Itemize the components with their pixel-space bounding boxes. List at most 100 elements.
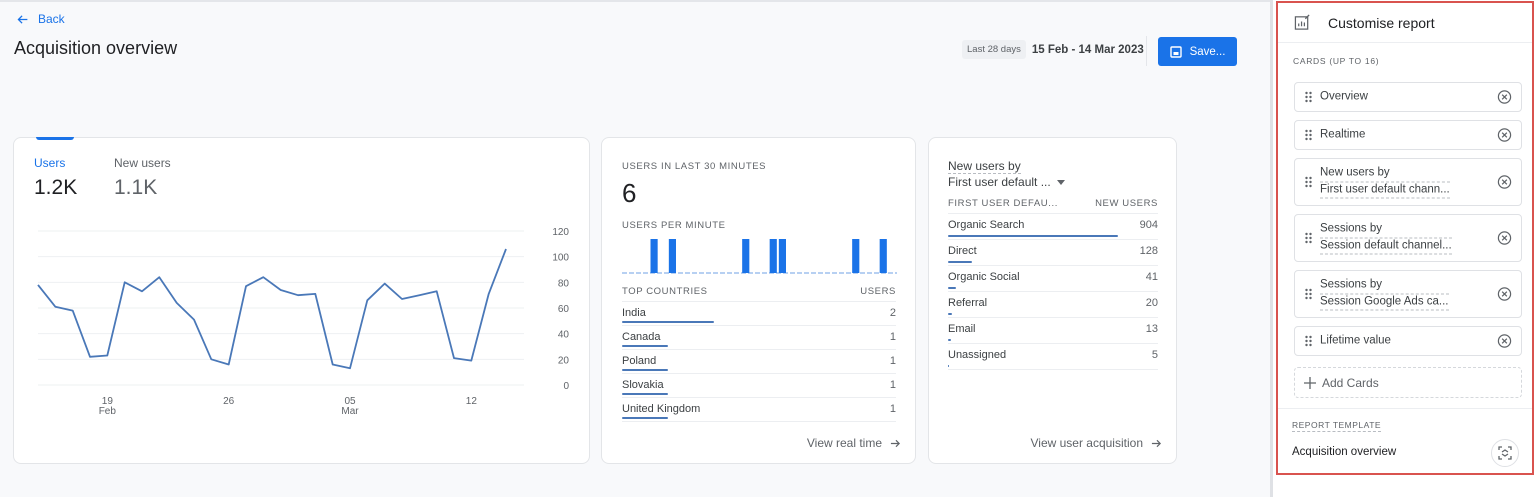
metric-value: 1.1K <box>114 176 158 199</box>
card-label: Lifetime value <box>1320 333 1391 349</box>
card-label-line2: Session default channel... <box>1320 238 1452 255</box>
card-label: Overview <box>1320 89 1368 105</box>
drag-handle-icon[interactable] <box>1305 129 1312 141</box>
card-label-line1: Sessions by <box>1320 278 1449 294</box>
realtime-title: USERS IN LAST 30 MINUTES <box>622 161 767 172</box>
report-card-item[interactable]: Overview <box>1294 82 1522 112</box>
remove-card-icon[interactable] <box>1497 128 1512 143</box>
svg-text:120: 120 <box>552 227 569 238</box>
report-card-item[interactable]: Sessions by Session Google Ads ca... <box>1294 270 1522 318</box>
metric-value: 1.2K <box>34 176 78 199</box>
card-title: New users by <box>948 159 1021 174</box>
table-row[interactable]: Referral 20 <box>948 292 1158 318</box>
arrow-left-icon <box>17 14 28 24</box>
svg-text:26: 26 <box>223 396 235 407</box>
top-countries-table: TOP COUNTRIES USERS India 2 Canada 1 Poland 1… <box>622 284 896 422</box>
report-template-name: Acquisition overview <box>1292 446 1397 458</box>
table-row[interactable]: Canada 1 <box>622 326 896 350</box>
main-content: Back Acquisition overview Last 28 days 1… <box>13 12 1237 464</box>
users-per-minute-chart[interactable] <box>622 236 897 276</box>
row-bar <box>948 339 951 341</box>
table-row[interactable]: Direct 128 <box>948 240 1158 266</box>
table-row[interactable]: Unassigned 5 <box>948 344 1158 370</box>
row-value: 5 <box>1151 349 1158 361</box>
row-label: India <box>622 307 646 319</box>
remove-card-icon[interactable] <box>1497 231 1512 246</box>
remove-card-icon[interactable] <box>1497 334 1512 349</box>
report-card-item[interactable]: New users by First user default chann... <box>1294 158 1522 206</box>
dimension-label: First user default ... <box>948 175 1051 189</box>
drag-handle-icon[interactable] <box>1305 176 1312 188</box>
swap-icon <box>1498 446 1512 460</box>
card-label-line1: Overview <box>1320 90 1368 103</box>
caret-down-icon <box>1056 179 1065 185</box>
divider <box>1278 408 1532 409</box>
card-label-line1: Sessions by <box>1320 222 1452 238</box>
row-bar <box>622 369 668 371</box>
table-row[interactable]: Organic Social 41 <box>948 266 1158 292</box>
row-label: Slovakia <box>622 379 664 391</box>
card-label-line2: First user default chann... <box>1320 182 1450 199</box>
svg-text:12: 12 <box>466 396 478 407</box>
svg-text:60: 60 <box>558 304 570 315</box>
drag-handle-icon[interactable] <box>1305 335 1312 347</box>
report-card-item[interactable]: Sessions by Session default channel... <box>1294 214 1522 262</box>
dimension-dropdown[interactable]: First user default ... <box>948 175 1065 189</box>
row-bar <box>622 417 668 419</box>
card-label-line1: Lifetime value <box>1320 334 1391 347</box>
table-row[interactable]: Poland 1 <box>622 350 896 374</box>
col-header-new-users: NEW USERS <box>1095 198 1158 209</box>
active-tab-indicator <box>36 137 74 140</box>
template-swap-button[interactable] <box>1491 439 1519 467</box>
per-minute-label: USERS PER MINUTE <box>622 220 726 231</box>
remove-card-icon[interactable] <box>1497 175 1512 190</box>
report-card-item[interactable]: Realtime <box>1294 120 1522 150</box>
row-bar <box>622 393 668 395</box>
metric-tab-users[interactable]: Users 1.2K <box>34 156 77 200</box>
users-overview-card: Users 1.2K New users 1.1K 0 20 40 60 80 100 12… <box>13 137 590 464</box>
divider <box>1146 36 1147 66</box>
table-row[interactable]: India 2 <box>622 302 896 326</box>
row-label: Unassigned <box>948 349 1007 361</box>
panel-header: Customise report <box>1278 3 1532 43</box>
remove-card-icon[interactable] <box>1497 287 1512 302</box>
row-label: Referral <box>948 297 988 309</box>
table-row[interactable]: Slovakia 1 <box>622 374 896 398</box>
realtime-value: 6 <box>622 178 637 208</box>
view-user-acquisition-link[interactable]: View user acquisition <box>1030 436 1162 450</box>
date-range-picker[interactable]: Last 28 days 15 Feb - 14 Mar 2023 <box>962 40 1144 59</box>
back-link[interactable]: Back <box>16 12 65 26</box>
row-bar <box>948 261 972 263</box>
svg-text:0: 0 <box>563 381 569 392</box>
view-real-time-link[interactable]: View real time <box>807 436 901 450</box>
card-label: Sessions by Session default channel... <box>1320 222 1452 255</box>
row-label: Organic Search <box>948 219 1025 231</box>
row-value: 904 <box>1139 219 1158 231</box>
row-value: 128 <box>1139 245 1158 257</box>
arrow-right-icon <box>1151 439 1162 447</box>
back-label: Back <box>38 12 65 26</box>
remove-card-icon[interactable] <box>1497 90 1512 105</box>
add-cards-button[interactable]: Add Cards <box>1294 367 1522 398</box>
metric-tab-new-users[interactable]: New users 1.1K <box>114 156 171 200</box>
svg-text:Feb: Feb <box>99 406 117 417</box>
top-border <box>0 0 1270 2</box>
row-value: 20 <box>1145 297 1158 309</box>
svg-text:05: 05 <box>344 396 356 407</box>
drag-handle-icon[interactable] <box>1305 91 1312 103</box>
svg-text:80: 80 <box>558 278 570 289</box>
card-label: Sessions by Session Google Ads ca... <box>1320 278 1449 311</box>
table-header: TOP COUNTRIES USERS <box>622 284 896 302</box>
table-row[interactable]: United Kingdom 1 <box>622 398 896 422</box>
arrow-right-icon <box>890 439 901 447</box>
report-card-item[interactable]: Lifetime value <box>1294 326 1522 356</box>
row-bar <box>948 287 956 289</box>
drag-handle-icon[interactable] <box>1305 288 1312 300</box>
table-row[interactable]: Email 13 <box>948 318 1158 344</box>
table-row[interactable]: Organic Search 904 <box>948 214 1158 240</box>
drag-handle-icon[interactable] <box>1305 232 1312 244</box>
realtime-card: USERS IN LAST 30 MINUTES 6 USERS PER MIN… <box>601 137 916 464</box>
save-button[interactable]: Save... <box>1158 37 1237 66</box>
row-bar <box>622 321 714 323</box>
